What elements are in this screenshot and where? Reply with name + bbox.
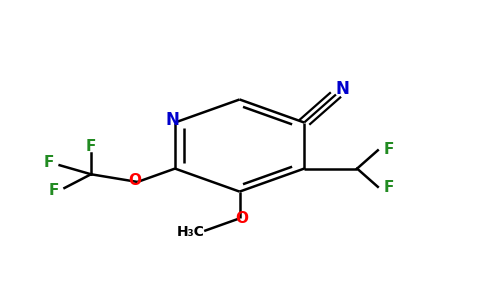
Text: F: F	[383, 142, 393, 157]
Text: F: F	[86, 139, 96, 154]
Text: O: O	[236, 212, 248, 226]
Text: F: F	[44, 155, 54, 170]
Text: H₃C: H₃C	[177, 225, 205, 239]
Text: O: O	[129, 173, 142, 188]
Text: F: F	[383, 180, 393, 195]
Text: N: N	[335, 80, 349, 98]
Text: N: N	[166, 111, 180, 129]
Text: F: F	[49, 183, 59, 198]
